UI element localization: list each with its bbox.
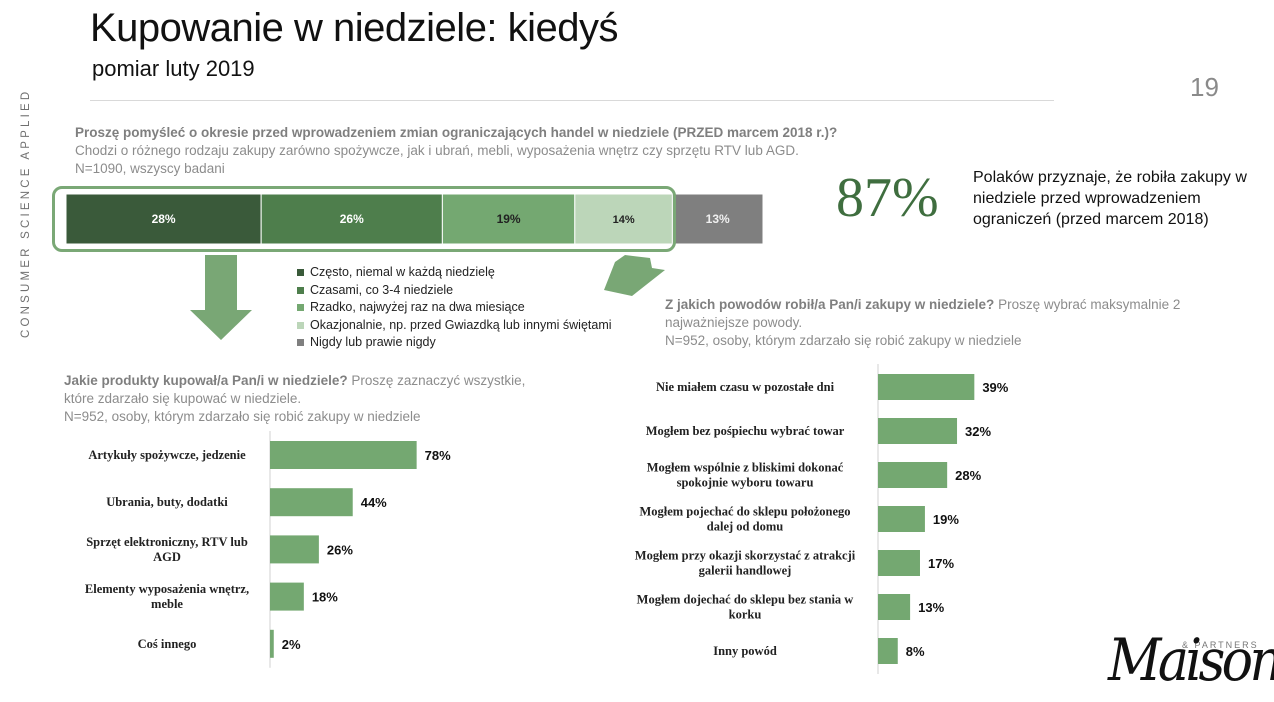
category-label: galerii handlowej [699, 564, 792, 578]
legend-swatch [297, 286, 304, 294]
arrow-down-right-icon [604, 255, 665, 296]
legend-label: Rzadko, najwyżej raz na dwa miesiące [310, 300, 525, 314]
category-label: spokojnie wyboru towaru [677, 476, 814, 490]
stacked-segment-3 [574, 193, 673, 245]
legend-item-occasionally: Okazjonalnie, np. przed Gwiazdką lub inn… [297, 317, 612, 335]
logo-wordmark: Maison [1108, 626, 1274, 694]
category-label: Sprzęt elektroniczny, RTV lub [86, 535, 248, 549]
category-label: Ubrania, buty, dodatki [106, 495, 228, 509]
legend-item-never: Nigdy lub prawie nigdy [297, 334, 612, 352]
products-bar-chart: 78% Artykuły spożywcze, jedzenie 44% Ubrani… [85, 431, 451, 668]
legend-item-often: Często, niemal w każdą niedzielę [297, 264, 612, 282]
legend-label: Często, niemal w każdą niedzielę [310, 265, 495, 279]
products-question-title: Jakie produkty kupował/a Pan/i w niedzie… [64, 373, 348, 388]
products-question-text: Jakie produkty kupował/a Pan/i w niedzie… [64, 372, 554, 408]
highlight-text: Polaków przyznaje, że robiła zakupy w ni… [973, 169, 1247, 228]
top-question-title: Proszę pomyśleć o okresie przed wprowadz… [75, 125, 838, 140]
bar-value-label: 44% [361, 495, 387, 510]
reasons-bar-chart: 39% Nie miałem czasu w pozostałe dni 32% Mo… [635, 364, 1009, 674]
bar-value-label: 13% [918, 600, 944, 615]
reasons-question-sample: N=952, osoby, którym zdarzało się robić … [665, 333, 1022, 348]
bar-2 [270, 535, 319, 564]
page-title: Kupowanie w niedziele: kiedyś [90, 6, 619, 50]
bar-value-label: 19% [933, 512, 959, 527]
arrow-down-left-icon [190, 255, 252, 340]
products-question-detail: Proszę zaznaczyć wszystkie, które zdarza… [64, 373, 526, 406]
top-question-detail: Chodzi o różnego rodzaju zakupy zarówno … [75, 143, 799, 158]
stacked-bar-chart: 28% 26% 19% 14% 13% [65, 193, 764, 245]
legend-item-sometimes: Czasami, co 3-4 niedziele [297, 282, 612, 300]
bar-value-label: 32% [965, 424, 991, 439]
reasons-question-title: Z jakich powodów robił/a Pan/i zakupy w … [665, 297, 995, 312]
bar-value-label: 26% [327, 542, 353, 557]
bar-5 [878, 594, 911, 620]
bar-value-label: 18% [312, 590, 338, 605]
bar-value-label: 17% [928, 556, 954, 571]
stacked-segment-0 [65, 193, 262, 245]
stacked-segment-label: 14% [613, 214, 635, 226]
category-label: Nie miałem czasu w pozostałe dni [656, 380, 835, 394]
products-question: Jakie produkty kupował/a Pan/i w niedzie… [64, 372, 554, 426]
legend-swatch [297, 321, 304, 329]
bar-value-label: 2% [282, 637, 301, 652]
reasons-question-text: Z jakich powodów robił/a Pan/i zakupy w … [665, 296, 1225, 332]
bar-value-label: 78% [425, 448, 451, 463]
stacked-segment-label: 26% [340, 212, 364, 226]
stacked-segment-label: 13% [706, 212, 730, 226]
stacked-segment-1 [260, 193, 443, 245]
top-question: Proszę pomyśleć o okresie przed wprowadz… [75, 124, 895, 178]
bar-6 [878, 638, 898, 664]
category-label: Mogłem bez pośpiechu wybrać towar [646, 424, 845, 438]
bar-0 [270, 441, 417, 469]
legend-swatch [297, 304, 304, 312]
stacked-segment-4 [671, 193, 764, 245]
stacked-segment-label: 19% [497, 212, 521, 226]
category-label: Coś innego [138, 637, 197, 651]
legend-swatch [297, 339, 304, 347]
bar-4 [878, 550, 920, 576]
legend-label: Nigdy lub prawie nigdy [310, 335, 436, 349]
top-question-sample: N=1090, wszyscy badani [75, 161, 225, 176]
bar-3 [878, 506, 925, 532]
reasons-question-detail: Proszę wybrać maksymalnie 2 najważniejsz… [665, 297, 1181, 330]
header-divider [90, 100, 1054, 101]
bar-3 [270, 582, 304, 611]
category-label: Mogłem dojechać do sklepu bez stania w [637, 593, 854, 607]
logo-tagline: & PARTNERS [1182, 640, 1259, 650]
legend-label: Czasami, co 3-4 niedziele [310, 282, 454, 297]
category-label: korku [729, 608, 762, 622]
page-subtitle: pomiar luty 2019 [92, 56, 255, 81]
stacked-bar-highlight-frame [52, 186, 676, 252]
bar-4 [270, 629, 274, 658]
category-label: dalej od domu [707, 520, 783, 534]
stacked-segment-label: 28% [152, 212, 176, 226]
category-label: Mogłem pojechać do sklepu położonego [639, 505, 850, 519]
page-number: 19 [1190, 72, 1219, 102]
category-label: Elementy wyposażenia wnętrz, [85, 582, 249, 596]
legend-swatch [297, 269, 304, 277]
bar-1 [878, 418, 958, 444]
category-label: Inny powód [713, 644, 777, 658]
bar-value-label: 28% [955, 468, 981, 483]
bar-value-label: 39% [982, 380, 1008, 395]
category-label: meble [151, 597, 183, 611]
category-label: AGD [153, 550, 181, 564]
category-label: Mogłem wspólnie z bliskimi dokonać [647, 461, 844, 475]
bar-value-label: 8% [906, 644, 925, 659]
legend-item-rarely: Rzadko, najwyżej raz na dwa miesiące [297, 299, 612, 317]
bar-2 [878, 462, 948, 488]
reasons-question: Z jakich powodów robił/a Pan/i zakupy w … [665, 296, 1225, 350]
products-question-sample: N=952, osoby, którym zdarzało się robić … [64, 409, 421, 424]
bar-1 [270, 488, 353, 517]
stacked-segment-2 [441, 193, 576, 245]
category-label: Mogłem przy okazji skorzystać z atrakcji [635, 549, 856, 563]
legend-label: Okazjonalnie, np. przed Gwiazdką lub inn… [310, 317, 612, 332]
highlight-percentage: 87% [836, 167, 939, 229]
bar-0 [878, 374, 975, 400]
stacked-bar-legend: Często, niemal w każdą niedzielę Czasami… [297, 264, 612, 352]
category-label: Artykuły spożywcze, jedzenie [88, 448, 246, 462]
